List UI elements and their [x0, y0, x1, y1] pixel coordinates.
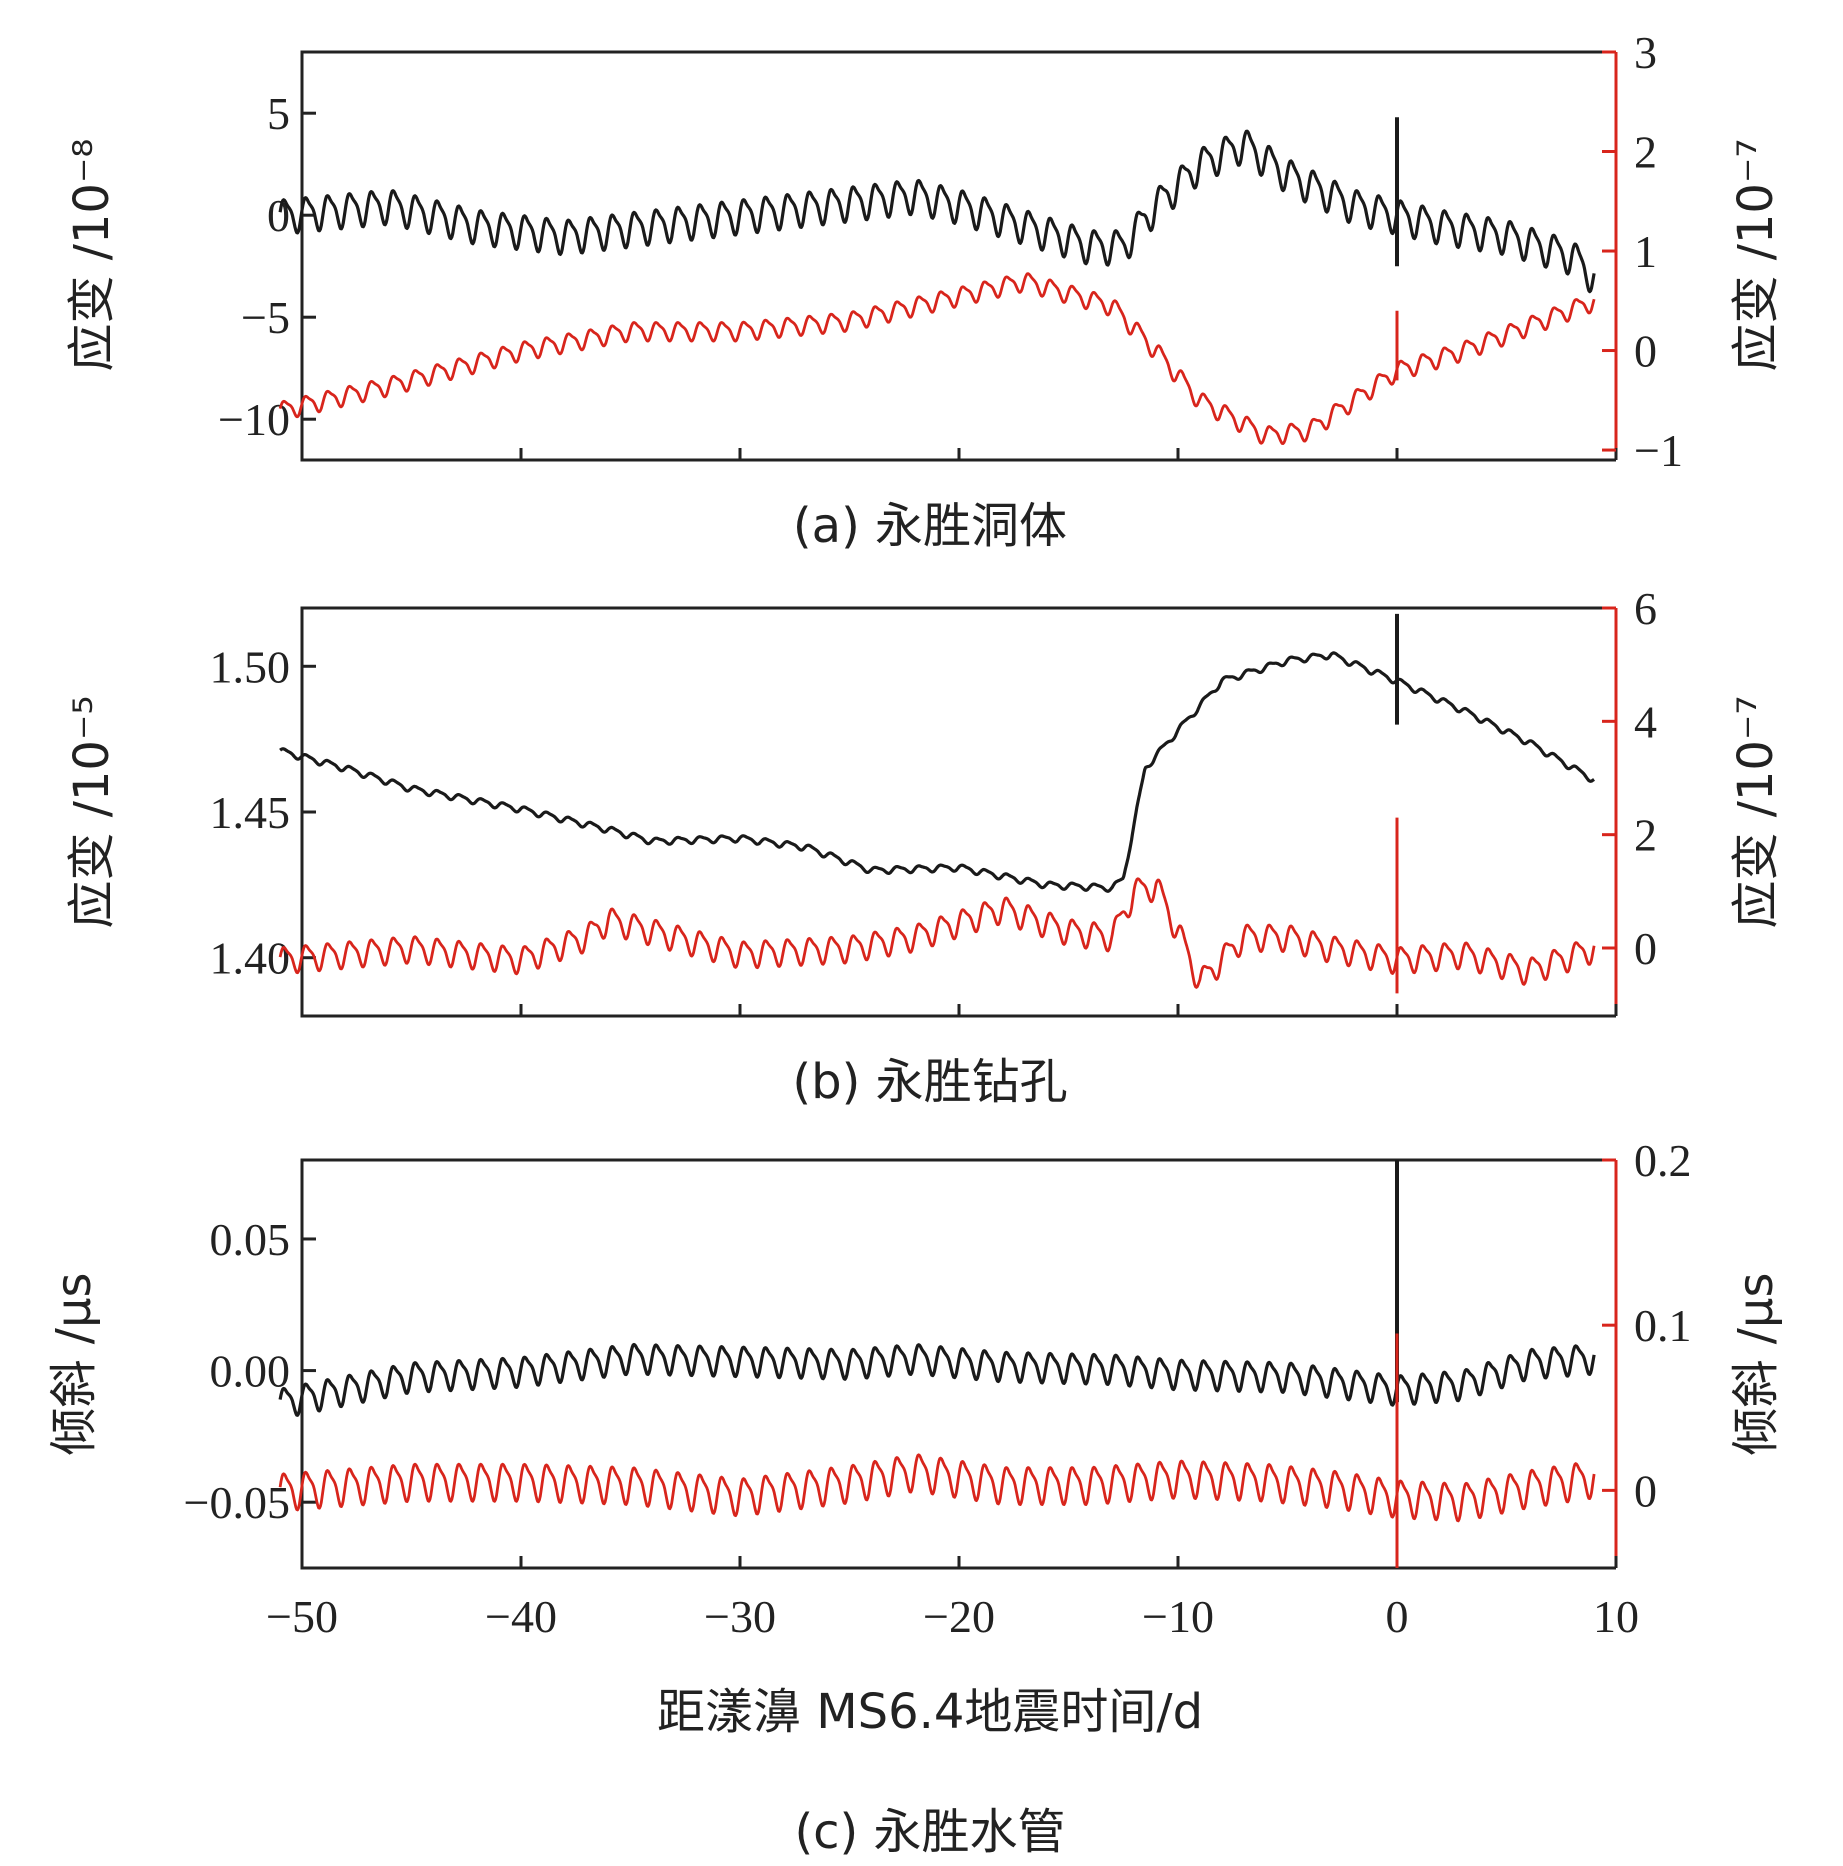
series-line-red — [278, 272, 1596, 445]
right-y-tick-label: 0 — [1634, 326, 1657, 377]
left-axis-title: 应变 /10⁻⁵ — [64, 695, 120, 928]
right-y-tick-label: 1 — [1634, 226, 1657, 277]
right-axis-title: 应变 /10⁻⁷ — [1728, 695, 1784, 928]
panel-c: 0.05 0.00 −0.05 0.2 0.1 0 倾斜 /μs 倾斜 /μs −50 −40 −3… — [46, 1135, 1784, 1860]
left-y-tick-label: 1.40 — [210, 933, 291, 984]
x-axis-title: 距漾濞 MS6.4地震时间/d — [657, 1684, 1203, 1740]
right-y-tick-label: 0 — [1634, 923, 1657, 974]
right-y-tick-label: 0.1 — [1634, 1300, 1692, 1351]
left-y-tick-label: 0.05 — [210, 1214, 291, 1265]
x-tick-label: −20 — [923, 1591, 995, 1642]
series-line-black — [278, 1342, 1596, 1417]
series-line-red — [278, 877, 1596, 989]
panel-caption: (b) 永胜钻孔 — [792, 1054, 1067, 1110]
right-y-tick-label: 0 — [1634, 1465, 1657, 1516]
panel-b: 1.50 1.45 1.40 6 4 2 0 应变 /10⁻⁵ 应变 /10⁻⁷ (b) 永胜钻孔 — [64, 583, 1784, 1110]
right-y-tick-label: 6 — [1634, 583, 1657, 634]
plot-frame — [300, 50, 1616, 462]
left-y-tick-label: −10 — [218, 394, 290, 445]
left-y-tick-label: 0 — [267, 190, 290, 241]
left-axis-title: 应变 /10⁻⁸ — [64, 138, 120, 371]
x-tick-label: −10 — [1142, 1591, 1214, 1642]
left-y-tick-label: 0.00 — [210, 1346, 291, 1397]
right-y-tick-label: 2 — [1634, 127, 1657, 178]
panel-a: 5 0 −5 −10 3 2 1 0 −1 应变 /10⁻⁸ 应变 /10⁻⁷ (a) 永胜洞体 — [64, 27, 1784, 554]
x-tick-label: −50 — [266, 1591, 338, 1642]
series-line-red — [278, 1453, 1596, 1523]
x-tick-label: −30 — [704, 1591, 776, 1642]
left-y-tick-label: −0.05 — [184, 1477, 290, 1528]
right-y-tick-label: 0.2 — [1634, 1135, 1692, 1186]
right-y-tick-label: −1 — [1634, 425, 1683, 476]
left-y-tick-label: 1.45 — [210, 787, 291, 838]
right-axis-title: 倾斜 /μs — [1728, 1273, 1784, 1456]
x-tick-label: 10 — [1593, 1591, 1639, 1642]
right-y-tick-label: 3 — [1634, 27, 1657, 78]
series-line-black — [279, 651, 1595, 893]
left-axis-title: 倾斜 /μs — [46, 1273, 102, 1456]
left-y-tick-label: 5 — [267, 88, 290, 139]
x-tick-label: 0 — [1386, 1591, 1409, 1642]
left-y-tick-label: 1.50 — [210, 641, 291, 692]
right-y-tick-label: 2 — [1634, 810, 1657, 861]
right-y-tick-label: 4 — [1634, 696, 1657, 747]
left-y-tick-label: −5 — [241, 292, 290, 343]
panel-caption: (c) 永胜水管 — [794, 1804, 1065, 1860]
panel-caption: (a) 永胜洞体 — [793, 498, 1067, 554]
right-axis-title: 应变 /10⁻⁷ — [1728, 138, 1784, 371]
x-tick-label: −40 — [485, 1591, 557, 1642]
series-line-black — [278, 129, 1596, 294]
